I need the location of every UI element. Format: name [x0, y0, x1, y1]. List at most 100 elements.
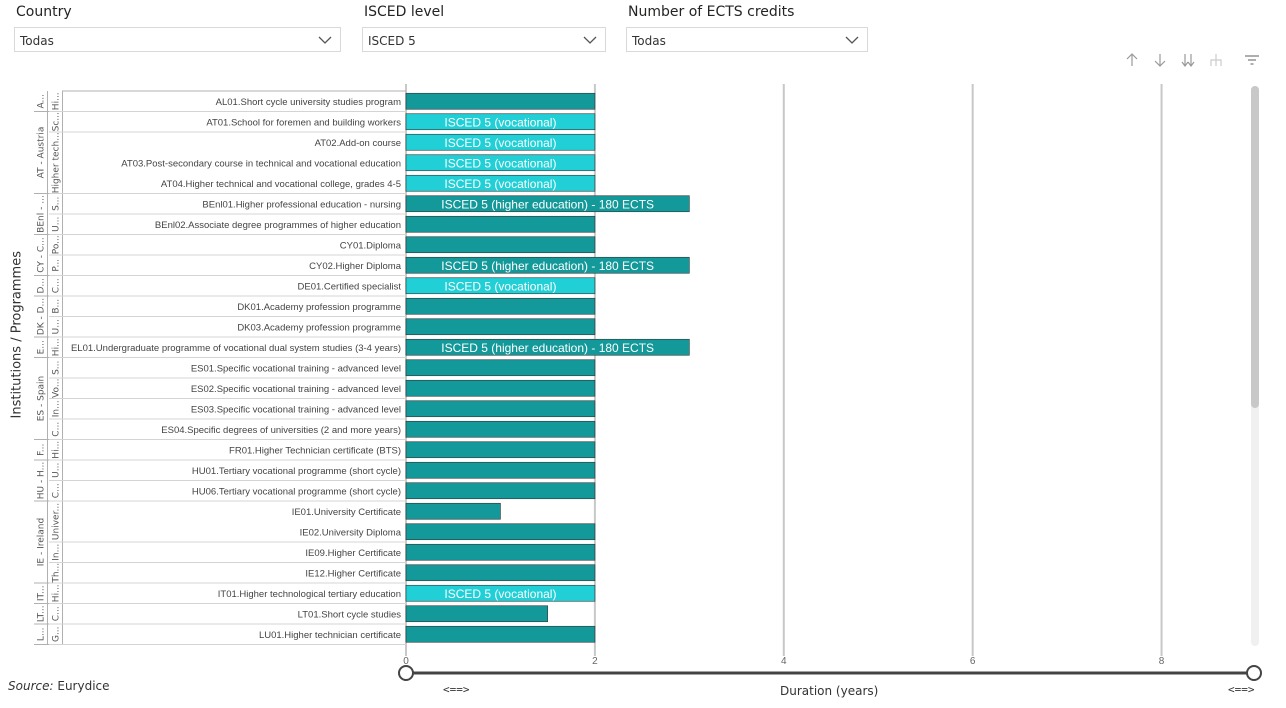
institution-group-label: Hi... [52, 441, 62, 459]
isced-dropdown-value: ISCED 5 [368, 34, 416, 48]
country-group-label: LT... [37, 605, 47, 622]
institution-group-label: Univer... [52, 503, 62, 540]
bar-data-label: ISCED 5 (higher education) - 180 ECTS [441, 197, 654, 211]
programme-label: AT02.Add-on course [315, 138, 401, 149]
programme-label: IE01.University Certificate [292, 507, 401, 518]
programme-label: ES03.Specific vocational training - adva… [191, 404, 401, 415]
programme-label: IE02.University Diploma [300, 527, 402, 538]
programme-label: BEnl02.Associate degree programmes of hi… [155, 220, 401, 231]
bar [405, 215, 596, 233]
bar [405, 461, 596, 479]
institution-group-label: C... [52, 483, 62, 498]
isced-filter-title: ISCED level [364, 4, 445, 20]
range-slider [398, 665, 1262, 681]
programme-label: DK01.Academy profession programme [237, 302, 401, 313]
source-note: Source: Eurydice [8, 679, 110, 693]
country-group-label: HU - H... [37, 462, 47, 500]
institution-group-label: P... [52, 259, 62, 272]
institution-group-label: In... [52, 544, 62, 561]
slider-right-label: <==> [1228, 683, 1255, 696]
bar-data-label: ISCED 5 (vocational) [444, 136, 556, 150]
programme-label: AT04.Higher technical and vocational col… [161, 179, 401, 190]
bar [405, 400, 596, 418]
bar [405, 236, 596, 254]
country-group-label: F... [37, 444, 47, 456]
x-tick-label: 8 [1159, 656, 1165, 667]
isced-dropdown[interactable]: ISCED 5 [362, 27, 606, 52]
programme-label: HU06.Tertiary vocational programme (shor… [192, 486, 401, 497]
country-dropdown-value: Todas [20, 34, 54, 48]
bar [405, 482, 596, 500]
bar [405, 420, 596, 438]
slider-handle-max[interactable] [1246, 665, 1262, 681]
institution-group-label: Hi... [52, 584, 62, 602]
programme-label: FR01.Higher Technician certificate (BTS) [229, 445, 401, 456]
bar-data-label: ISCED 5 (vocational) [444, 177, 556, 191]
country-group-label: D... [37, 278, 47, 294]
institution-group-label: U... [52, 463, 62, 478]
institution-group-label: S... [52, 361, 62, 375]
drill-up-icon[interactable] [1124, 52, 1140, 68]
ects-dropdown-value: Todas [632, 34, 666, 48]
expand-hierarchy-icon[interactable] [1208, 52, 1224, 68]
institution-group-label: Vo... [52, 379, 62, 398]
country-filter-title: Country [16, 4, 72, 20]
drill-down-icon[interactable] [1152, 52, 1168, 68]
programme-label: AT01.School for foremen and building wor… [206, 117, 401, 128]
bar [405, 92, 596, 110]
x-axis-title: Duration (years) [780, 684, 879, 698]
programme-label: AT03.Post-secondary course in technical … [121, 158, 401, 169]
country-group-label: IE - Ireland [37, 518, 47, 566]
bar [405, 584, 596, 602]
expand-all-icon[interactable] [1180, 52, 1196, 68]
bar [405, 543, 596, 561]
bar [405, 379, 596, 397]
programme-label: LT01.Short cycle studies [298, 609, 402, 620]
institution-group-label: U... [52, 319, 62, 334]
bar [405, 359, 596, 377]
country-group-label: IT... [37, 585, 47, 601]
bar-data-label: ISCED 5 (vocational) [444, 115, 556, 129]
x-tick-label: 6 [970, 656, 976, 667]
programme-label: LU01.Higher technician certificate [259, 630, 401, 641]
bar [405, 174, 596, 192]
filter-icon[interactable] [1244, 52, 1260, 68]
ects-dropdown[interactable]: Todas [626, 27, 868, 52]
country-group-label: BEnl - ... [37, 195, 47, 233]
bar-data-label: ISCED 5 (vocational) [444, 587, 556, 601]
bar [405, 523, 596, 541]
bar [405, 502, 501, 520]
chevron-down-icon [318, 36, 332, 44]
slider-handle-min[interactable] [398, 665, 414, 681]
institution-group-label: U... [52, 217, 62, 232]
bar [405, 133, 596, 151]
x-tick-label: 4 [781, 656, 787, 667]
institution-group-label: C... [52, 606, 62, 621]
bar-data-label: ISCED 5 (higher education) - 180 ECTS [441, 341, 654, 355]
bar [405, 154, 596, 172]
x-axis: 0 2 4 6 8 [403, 656, 1165, 667]
country-group-label: A... [37, 94, 47, 109]
bar-data-label: ISCED 5 (vocational) [444, 279, 556, 293]
bar [405, 318, 596, 336]
country-group-label: CY - C... [37, 237, 47, 272]
chevron-down-icon [583, 36, 597, 44]
country-group-label: AT - Austria [37, 127, 47, 179]
programme-label: AL01.Short cycle university studies prog… [216, 97, 401, 108]
bar-data-label: ISCED 5 (higher education) - 180 ECTS [441, 259, 654, 273]
vertical-scrollbar-thumb[interactable] [1251, 86, 1259, 408]
institution-group-label: B... [52, 299, 62, 314]
chevron-down-icon [845, 36, 859, 44]
bar [405, 277, 596, 295]
country-dropdown[interactable]: Todas [14, 27, 341, 52]
programme-label: ES02.Specific vocational training - adva… [191, 384, 401, 395]
institution-group-label: Higher tech... [52, 132, 62, 193]
y-axis-title: Institutions / Programmes [9, 251, 25, 419]
x-tick-label: 0 [403, 656, 409, 667]
country-group-label: ES - Spain [37, 376, 47, 422]
institution-group-label: C... [52, 422, 62, 437]
programme-label: CY01.Diploma [340, 240, 402, 251]
programme-label: IT01.Higher technological tertiary educa… [218, 589, 401, 600]
source-label: Source: [8, 679, 54, 693]
